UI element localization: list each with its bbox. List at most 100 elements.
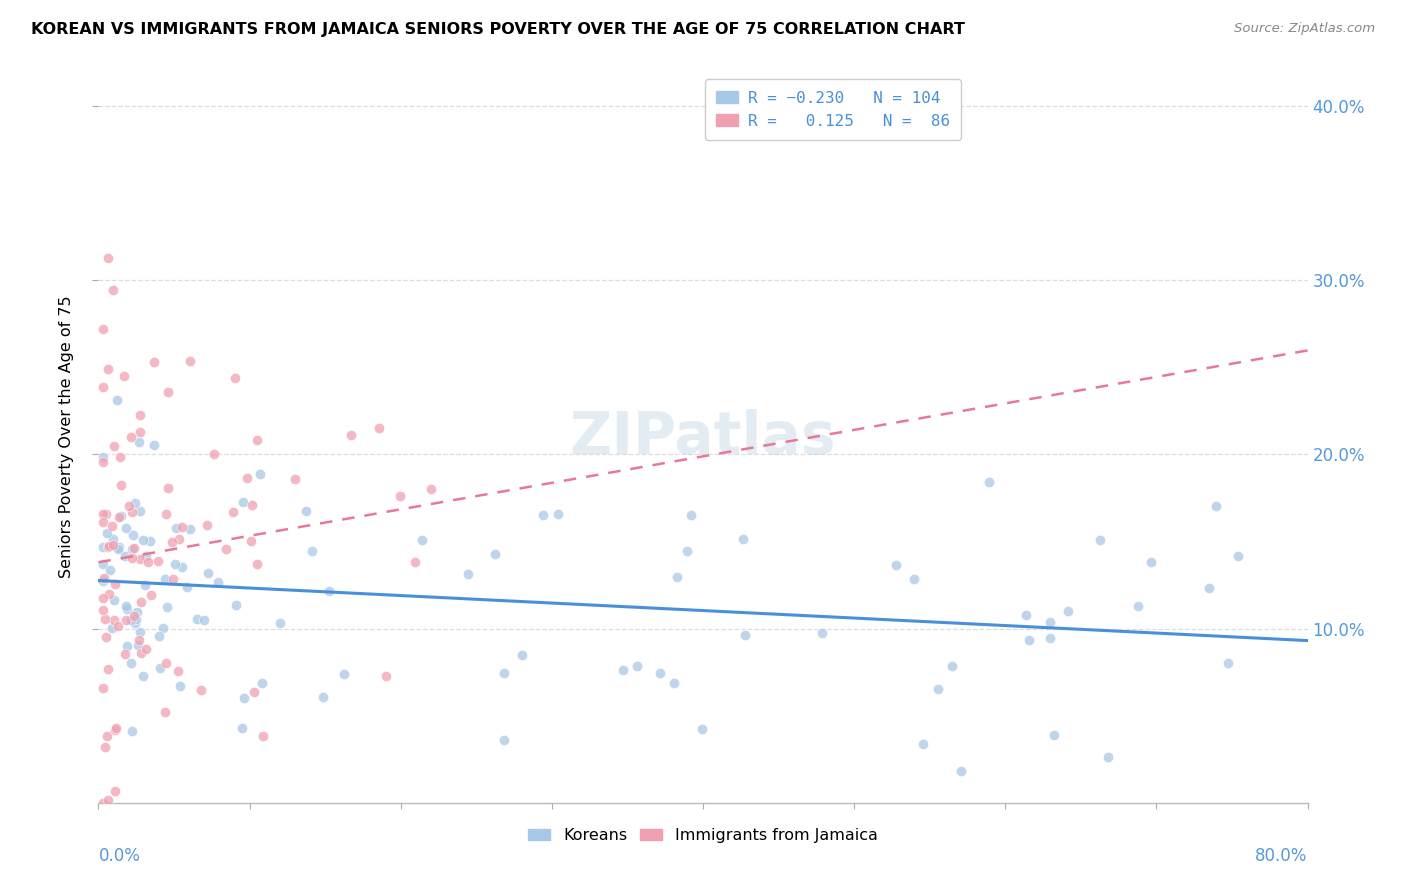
Point (142, 438, 165, 452)
Point (127, 638, 149, 652)
Point (648, 665, 671, 680)
Point (128, 434, 150, 449)
Point (179, 522, 201, 536)
Point (155, 657, 177, 671)
Point (367, 420, 389, 434)
Point (94, 612, 117, 626)
Point (103, 439, 125, 453)
Point (115, 601, 138, 615)
Point (662, 676, 685, 690)
Point (115, 614, 138, 628)
Point (612, 663, 634, 677)
Point (927, 682, 949, 697)
Point (91, 321, 114, 335)
Point (121, 724, 143, 739)
Point (115, 599, 138, 614)
Point (118, 499, 141, 513)
Point (134, 578, 156, 592)
Point (165, 521, 187, 535)
Point (318, 583, 340, 598)
Point (104, 723, 127, 737)
Point (97, 251, 120, 265)
Point (222, 505, 245, 519)
Point (676, 544, 699, 558)
Point (155, 508, 177, 522)
Point (411, 533, 433, 548)
Point (104, 577, 127, 591)
Point (120, 613, 142, 627)
Point (157, 482, 180, 496)
Text: KOREAN VS IMMIGRANTS FROM JAMAICA SENIORS POVERTY OVER THE AGE OF 75 CORRELATION: KOREAN VS IMMIGRANTS FROM JAMAICA SENIOR… (31, 22, 965, 37)
Point (404, 555, 426, 569)
Point (132, 533, 155, 547)
Point (91, 541, 114, 555)
Point (96, 730, 118, 744)
Point (124, 612, 146, 626)
Point (108, 509, 131, 524)
Point (167, 664, 190, 678)
Point (1039, 632, 1062, 646)
Point (128, 408, 150, 422)
Point (101, 532, 124, 546)
Point (190, 682, 212, 697)
Point (136, 555, 159, 569)
Point (155, 572, 177, 586)
Point (484, 547, 506, 561)
Point (186, 612, 208, 626)
Point (135, 642, 157, 657)
Text: ZIPatlas: ZIPatlas (569, 409, 837, 466)
Point (91, 591, 114, 606)
Point (301, 544, 323, 558)
Legend: Koreans, Immigrants from Jamaica: Koreans, Immigrants from Jamaica (522, 822, 884, 850)
Point (93, 571, 115, 585)
Point (284, 472, 307, 486)
Point (122, 609, 145, 624)
Point (114, 647, 136, 661)
Point (152, 622, 174, 636)
Point (162, 572, 184, 586)
Point (665, 570, 688, 584)
Point (250, 676, 273, 690)
Point (333, 667, 356, 681)
Point (156, 600, 179, 615)
Y-axis label: Seniors Poverty Over the Age of 75: Seniors Poverty Over the Age of 75 (59, 296, 75, 578)
Point (94, 740, 117, 755)
Point (124, 541, 146, 555)
Point (1018, 633, 1040, 648)
Point (1140, 555, 1163, 569)
Point (494, 733, 516, 747)
Point (105, 393, 128, 408)
Point (129, 624, 152, 639)
Point (240, 533, 263, 548)
Point (128, 632, 150, 647)
Point (1043, 728, 1066, 742)
Point (375, 669, 398, 683)
Point (626, 659, 648, 673)
Point (269, 615, 291, 630)
Point (547, 507, 569, 521)
Point (91, 796, 114, 810)
Point (941, 659, 963, 673)
Point (101, 283, 124, 297)
Point (124, 616, 146, 631)
Point (232, 495, 254, 509)
Point (91, 380, 114, 394)
Point (139, 534, 162, 549)
Point (94, 630, 117, 644)
Point (224, 371, 246, 385)
Point (231, 721, 253, 735)
Point (911, 737, 934, 751)
Point (690, 722, 713, 736)
Point (94, 507, 117, 521)
Point (977, 475, 1000, 489)
Point (179, 354, 201, 368)
Point (108, 540, 131, 554)
Point (97, 362, 120, 376)
Point (240, 498, 263, 512)
Point (733, 532, 755, 546)
Point (249, 467, 271, 481)
Point (121, 551, 143, 566)
Point (312, 690, 335, 704)
Point (120, 656, 142, 670)
Point (810, 626, 832, 640)
